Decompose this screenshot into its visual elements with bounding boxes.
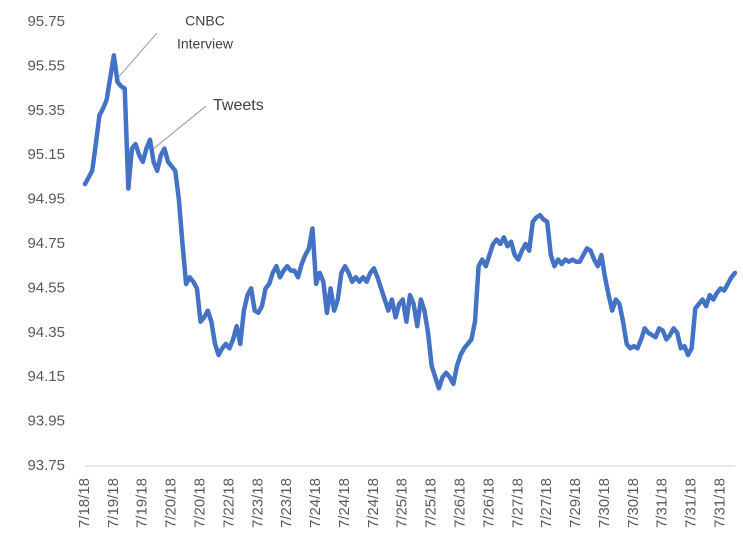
annotation: CNBC (185, 13, 225, 29)
x-tick-label: 7/29/18 (567, 478, 584, 528)
x-tick-label: 7/20/18 (192, 478, 209, 528)
y-tick-label: 94.75 (27, 235, 65, 252)
x-tick-label: 7/24/18 (365, 478, 382, 528)
x-tick-label: 7/23/18 (249, 478, 266, 528)
y-tick-label: 94.55 (27, 279, 65, 296)
y-tick-label: 95.15 (27, 146, 65, 163)
x-tick-label: 7/31/18 (712, 478, 729, 528)
x-tick-label: 7/24/18 (307, 478, 324, 528)
y-tick-label: 94.35 (27, 324, 65, 341)
x-tick-label: 7/24/18 (336, 478, 353, 528)
x-tick-label: 7/26/18 (452, 478, 469, 528)
x-tick-label: 7/25/18 (423, 478, 440, 528)
x-tick-label: 7/30/18 (596, 478, 613, 528)
x-tick-label: 7/25/18 (394, 478, 411, 528)
annotation-leader (115, 32, 158, 81)
x-tick-label: 7/31/18 (683, 478, 700, 528)
data-line (82, 53, 738, 391)
x-tick-label: 7/23/18 (278, 478, 295, 528)
y-tick-label: 95.75 (27, 13, 65, 30)
x-tick-label: 7/19/18 (134, 478, 151, 528)
y-tick-label: 93.95 (27, 413, 65, 430)
x-tick-label: 7/26/18 (480, 478, 497, 528)
x-tick-label: 7/27/18 (509, 478, 526, 528)
annotation: Interview (177, 36, 234, 52)
y-tick-label: 94.95 (27, 191, 65, 208)
annotation-leader (151, 105, 207, 151)
annotation: Tweets (213, 97, 264, 114)
y-tick-label: 94.15 (27, 368, 65, 385)
x-tick-label: 7/18/18 (76, 478, 93, 528)
y-tick-label: 95.55 (27, 57, 65, 74)
y-tick-label: 93.75 (27, 457, 65, 474)
x-tick-label: 7/20/18 (163, 478, 180, 528)
x-tick-label: 7/22/18 (220, 478, 237, 528)
x-tick-label: 7/31/18 (654, 478, 671, 528)
x-tick-label: 7/27/18 (538, 478, 555, 528)
x-tick-label: 7/19/18 (105, 478, 122, 528)
x-tick-label: 7/30/18 (625, 478, 642, 528)
y-tick-label: 95.35 (27, 102, 65, 119)
